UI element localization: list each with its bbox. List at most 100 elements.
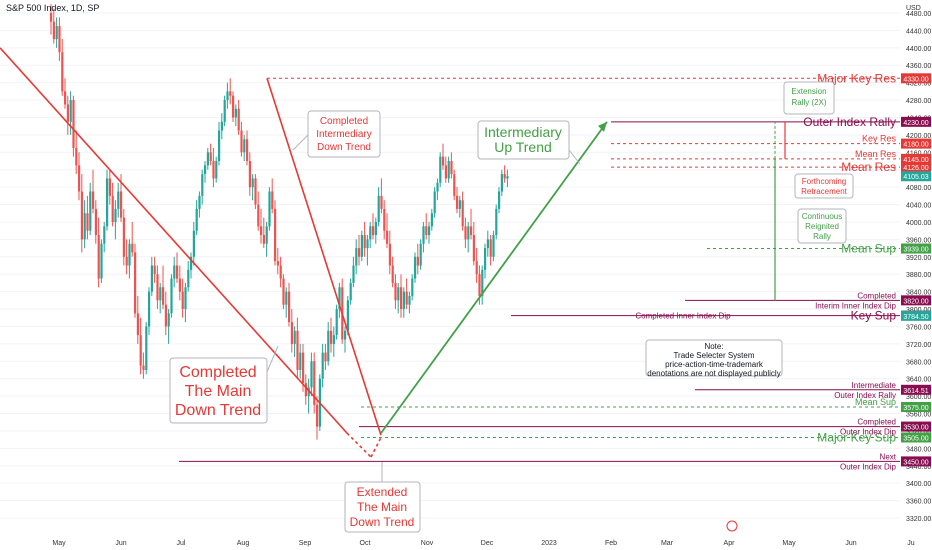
key-res-badge	[901, 138, 931, 149]
candle-body	[128, 243, 131, 266]
candle-body	[100, 243, 103, 279]
candle-body	[433, 191, 436, 214]
candle-body	[299, 352, 302, 370]
candles	[50, 4, 509, 440]
candle-body	[86, 213, 89, 231]
candle-body	[187, 269, 190, 288]
forthcoming-box	[794, 173, 854, 199]
major-key-res-badge	[901, 73, 931, 84]
candle-body	[332, 335, 335, 344]
y-tick-label: 4200.00	[906, 133, 931, 140]
intermediate-outer-line-badge-text: 3614.51	[903, 388, 928, 395]
candle-body	[159, 287, 162, 301]
x-tick-label: Aug	[237, 540, 250, 547]
lightning-icon	[726, 520, 738, 532]
candle-body	[254, 178, 257, 205]
x-tick-label: Jul	[177, 540, 186, 547]
outer-index-rally-badge	[901, 116, 931, 127]
y-tick-label: 3520.00	[906, 429, 931, 436]
y-unit-label: USD	[906, 5, 921, 12]
candle-body	[167, 313, 170, 327]
candle-body	[248, 161, 251, 188]
candle-body	[226, 91, 229, 101]
candle-body	[64, 91, 67, 105]
candle-body	[240, 130, 243, 153]
candle-body	[302, 352, 305, 384]
candle-body	[220, 121, 223, 131]
candle-body	[156, 274, 159, 301]
candle-body	[276, 261, 279, 266]
candle-body	[58, 26, 61, 53]
candle-body	[464, 226, 467, 240]
next-outer-dip-line-badge	[901, 456, 931, 467]
intermediary-up-text-line: Intermediary	[484, 124, 562, 140]
y-tick-label: 3600.00	[906, 394, 931, 401]
candle-body	[503, 174, 506, 179]
candle-body	[122, 217, 125, 257]
next-outer-dip-line-label1: Next	[880, 452, 897, 461]
candle-body	[411, 278, 414, 296]
y-tick-label: 4360.00	[906, 63, 931, 70]
candle-body	[478, 274, 481, 296]
continuous-text-line: Rally	[813, 232, 831, 241]
candle-body	[377, 195, 380, 222]
mean-sup-2-label: Mean Sup	[855, 397, 896, 407]
main-downtrend-line	[0, 47, 348, 434]
candle-body	[257, 204, 260, 227]
candle-body	[428, 226, 431, 236]
intermediary-up-box	[477, 120, 570, 160]
y-tick-label: 3400.00	[906, 481, 931, 488]
candle-body	[201, 174, 204, 196]
completed-interim-line-badge-text: 3820.00	[903, 298, 928, 305]
candle-body	[419, 243, 422, 266]
candle-body	[346, 300, 349, 331]
candle-body	[204, 165, 207, 175]
candle-body	[251, 178, 254, 188]
candle-body	[296, 330, 299, 370]
extension-rally-text: Extension Rally (2X)	[791, 87, 826, 107]
candle-body	[475, 261, 478, 275]
candle-body	[117, 191, 120, 209]
completed-main-text-line: Completed	[179, 364, 256, 381]
intermediary-uptrend-line	[380, 121, 608, 434]
candle-body	[80, 191, 83, 240]
extension-rally-text-line: Extension	[791, 87, 826, 96]
y-tick-label: 3680.00	[906, 359, 931, 366]
candle-body	[397, 287, 400, 301]
candle-body	[458, 200, 461, 209]
x-tick-label: May	[782, 540, 796, 547]
candle-body	[453, 174, 456, 196]
candle-body	[279, 265, 282, 279]
candle-body	[456, 195, 459, 209]
y-tick-label: 4320.00	[906, 81, 931, 88]
candle-body	[363, 235, 366, 249]
candle-body	[234, 108, 237, 118]
candle-body	[366, 239, 369, 249]
candle-body	[470, 226, 473, 236]
candle-body	[223, 100, 226, 122]
completed-main-text: Completed The Main Down Trend	[175, 364, 261, 419]
candle-body	[372, 226, 375, 236]
x-tick-label: Jun	[115, 540, 126, 547]
candle-body	[495, 208, 498, 236]
candle-body	[500, 174, 503, 192]
candle-body	[192, 230, 195, 257]
candle-body	[268, 191, 271, 227]
completed-interim-line-badge	[901, 295, 931, 306]
candle-body	[72, 100, 75, 148]
extended-downtrend-line	[346, 432, 372, 458]
candle-body	[355, 248, 358, 266]
x-tick-label: Sep	[299, 540, 312, 547]
candle-body	[131, 243, 134, 253]
candle-body	[181, 291, 184, 310]
candle-body	[430, 213, 433, 227]
completed-intermediary-text-line: Completed	[320, 116, 368, 127]
candle-body	[142, 365, 145, 370]
candle-body	[282, 278, 285, 305]
candle-body	[136, 313, 139, 336]
mean-res-2-badge	[901, 162, 931, 173]
